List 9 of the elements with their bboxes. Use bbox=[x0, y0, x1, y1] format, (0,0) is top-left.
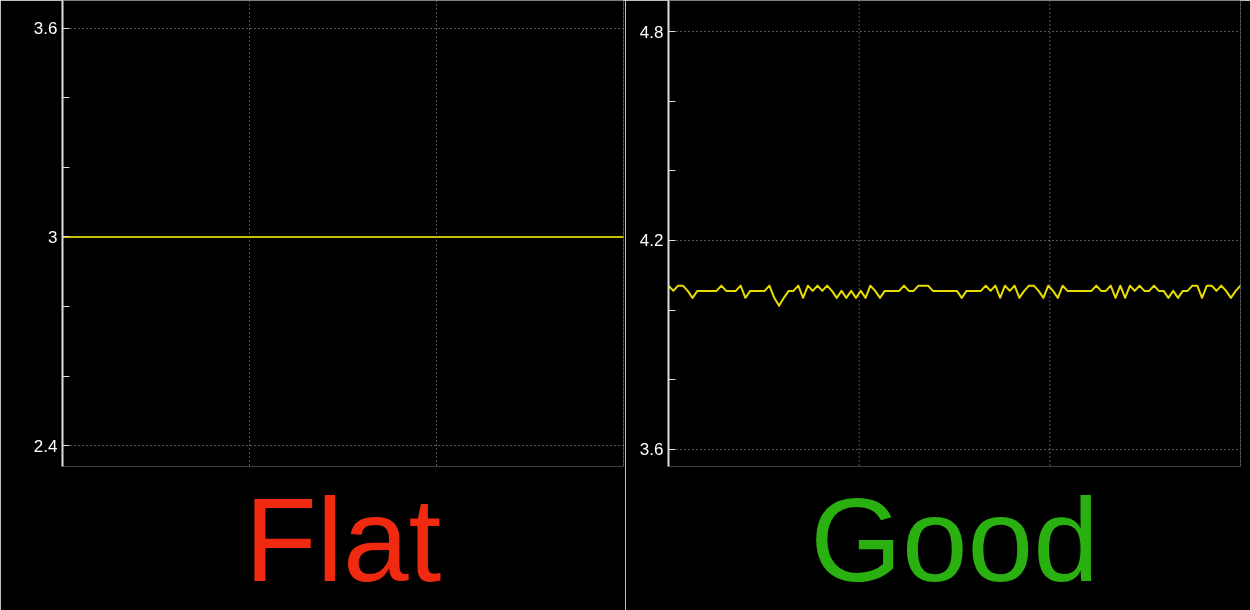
text: Flat bbox=[244, 473, 442, 606]
text: Good bbox=[810, 473, 1099, 606]
y-tick-label: 2.4 bbox=[33, 436, 58, 456]
y-tick-label: 3.6 bbox=[33, 19, 58, 39]
y-tick-label: 4.8 bbox=[639, 22, 664, 42]
y-tick-label: 4.2 bbox=[639, 231, 664, 251]
line-series bbox=[668, 284, 1241, 307]
y-tick-label: 3.6 bbox=[639, 440, 664, 460]
y-tick-label: 3 bbox=[48, 227, 58, 247]
